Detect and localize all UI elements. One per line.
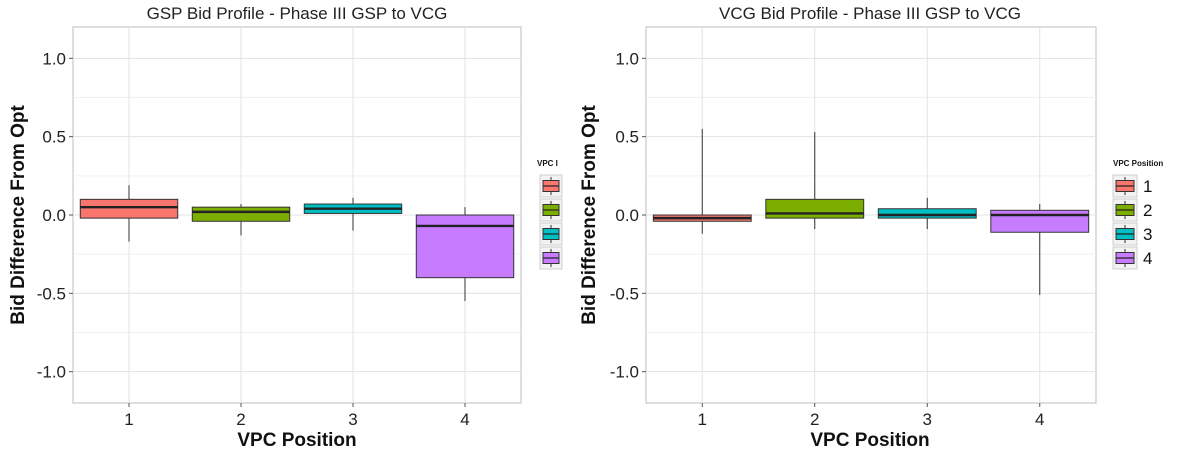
box-body [79,198,179,219]
legend-label: 4 [1143,249,1152,268]
y-axis-title: Bid Difference From Opt [579,105,600,325]
legend: VPC Position 1 2 3 4 [1112,159,1163,270]
x-tick-label: 3 [348,410,357,429]
legend-item-1 [539,174,563,198]
legend-title: VPC Position [1113,159,1163,168]
legend-label: 2 [1143,201,1152,220]
box-body [877,208,977,219]
chart-panel-1: GSP Bid Profile - Phase III GSP to VCG 1.… [8,4,563,451]
legend-item-2: 2 [1112,198,1152,222]
box-3 [303,197,403,231]
x-tick-label: 1 [124,410,133,429]
y-tick-label: 1.0 [42,49,66,68]
box-body [765,198,865,219]
box-1 [79,185,179,242]
legend-item-4: 4 [1112,246,1152,270]
box-4 [415,207,515,302]
y-tick-label: 0.0 [615,206,639,225]
y-tick-label: -0.5 [37,284,66,303]
legend-item-2 [539,198,563,222]
box-4 [990,204,1090,295]
legend-label: 1 [1143,177,1152,196]
legend-item-4 [539,246,563,270]
box-body [191,206,291,222]
y-tick-label: 0.5 [42,128,66,147]
x-tick-label: 4 [1035,410,1044,429]
chart-title: VCG Bid Profile - Phase III GSP to VCG [719,4,1021,23]
legend-label: 3 [1143,225,1152,244]
x-tick-label: 3 [923,410,932,429]
y-tick-label: 0.5 [615,128,639,147]
y-tick-label: 0.0 [42,206,66,225]
x-axis-title: VPC Position [237,430,356,451]
x-tick-label: 2 [810,410,819,429]
box-2 [191,204,291,236]
y-tick-label: 1.0 [615,49,639,68]
x-tick-label: 4 [460,410,469,429]
x-tick-label: 2 [236,410,245,429]
box-1 [652,128,752,234]
chart-panel-2: VCG Bid Profile - Phase III GSP to VCG 1.… [579,4,1163,451]
box-body [990,209,1090,233]
legend-item-3 [539,222,563,246]
box-3 [877,197,977,230]
x-tick-label: 1 [698,410,707,429]
box-body [415,214,515,279]
legend: VPC I [537,159,563,270]
x-axis-title: VPC Position [810,430,929,451]
y-axis-title: Bid Difference From Opt [8,105,29,325]
chart-title: GSP Bid Profile - Phase III GSP to VCG [147,4,448,23]
y-tick-label: -1.0 [610,363,639,382]
box-2 [765,131,865,230]
legend-item-1: 1 [1112,174,1152,198]
y-tick-label: -0.5 [610,284,639,303]
legend-item-3: 3 [1112,222,1152,246]
legend-title: VPC I [537,159,558,168]
y-tick-label: -1.0 [37,363,66,382]
